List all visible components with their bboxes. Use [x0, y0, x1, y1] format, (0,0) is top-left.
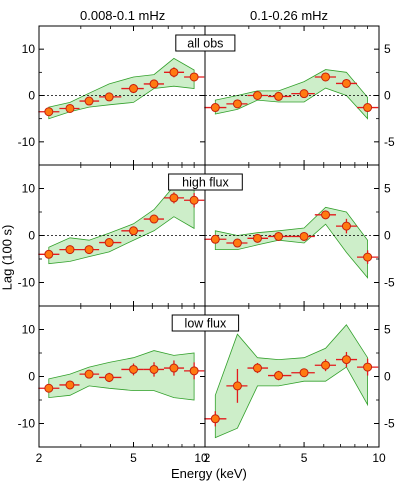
panel-0-1-ytick-label-1: 0 — [384, 89, 391, 103]
panel-1-1-point-4 — [299, 231, 309, 241]
panel-2-0-point-5 — [149, 364, 159, 374]
column-title-high-frequency: 0.1-0.26 mHz — [250, 8, 329, 23]
panel-2-1-label-box — [171, 314, 240, 332]
x-axis-label: Energy (keV) — [171, 466, 247, 481]
panel-1-0-band — [48, 185, 195, 265]
column-title-low-frequency: 0.008-0.1 mHz — [80, 8, 166, 23]
panel-0-1-ytick-label-0: 5 — [384, 42, 391, 56]
panel-2-1-ytick-label-2: -5 — [384, 417, 395, 431]
panel-2-1-ytick-label-1: 0 — [384, 370, 391, 384]
panel-2-0-point-6 — [169, 363, 179, 373]
y-axis-label: Lag (100 s) — [0, 224, 15, 291]
panel-0-0-point-7 — [189, 72, 199, 82]
panel-2-1-label: low flux — [171, 314, 240, 332]
panel-0-1-point-5 — [321, 72, 331, 82]
panel-1-0-point-5 — [149, 214, 159, 224]
panel-0-0-point-0 — [44, 107, 54, 117]
panel-0-1-label: all obs — [175, 34, 236, 52]
panel-2-1-point-0 — [210, 414, 220, 424]
panel-0-1-point-7 — [363, 103, 373, 113]
panel-1-1-point-2 — [252, 233, 262, 243]
panel-0-1-point-3 — [274, 91, 284, 101]
panel-1-1-point-6 — [341, 221, 351, 231]
panel-2-0-ytick-label-2: -10 — [18, 417, 36, 431]
panel-2-0-point-4 — [129, 364, 139, 374]
panel-1-1-ytick-label-1: 0 — [384, 229, 391, 243]
panel-2-0-point-7 — [189, 366, 199, 376]
panel-0-0-ytick-label-0: 10 — [22, 42, 36, 56]
panel-2-0-xtick-label-1: 5 — [130, 451, 137, 465]
panel-2-1-xtick-label-0: 2 — [204, 451, 211, 465]
panel-2-1-band — [214, 324, 369, 439]
panel-2-0-band — [48, 350, 195, 401]
panel-0-1-label-text: all obs — [187, 37, 223, 51]
panel-2-0-xtick-label-2: 10 — [194, 451, 208, 465]
panel-2-0-point-3 — [104, 372, 114, 382]
panel-1-0-point-0 — [44, 249, 54, 259]
panel-1-1-point-5 — [321, 210, 331, 220]
panel-2-1-point-7 — [363, 362, 373, 372]
panel-0-0-point-3 — [104, 92, 114, 102]
panel-0-1-point-2 — [252, 91, 262, 100]
panel-1-1-point-3 — [274, 231, 284, 241]
panel-2-0-ytick-label-0: 10 — [22, 323, 36, 337]
panel-0-1-point-1 — [232, 99, 242, 109]
panel-2-0-point-0 — [44, 383, 54, 393]
panel-2-0-xtick-label-0: 2 — [36, 451, 43, 465]
panel-1-1-label-box — [168, 173, 243, 191]
panel-2-1-xtick-label-1: 5 — [301, 451, 308, 465]
panel-1-1-ytick-label-0: 5 — [384, 182, 391, 196]
panel-2-1-point-5 — [321, 360, 331, 370]
panel-2-1-point-1 — [232, 381, 242, 391]
panel-2-1-xtick-label-2: 10 — [372, 451, 386, 465]
panel-1-0-ytick-label-1: 0 — [28, 229, 35, 243]
panel-2-1-label-text: low flux — [185, 317, 227, 331]
panel-0-0-point-5 — [149, 79, 159, 89]
panel-1-1-ytick-label-2: -5 — [384, 276, 395, 290]
panel-1-0-point-2 — [84, 245, 94, 255]
panel-0-0-point-4 — [129, 84, 139, 94]
panel-0-0-point-1 — [65, 103, 75, 113]
panel-1-0-point-6 — [169, 193, 179, 203]
panel-1-0-point-3 — [104, 238, 114, 248]
panel-0-0-point-6 — [169, 67, 179, 77]
panel-0-1-point-6 — [341, 78, 351, 88]
panel-2-1-point-2 — [252, 363, 262, 373]
panel-2-0-ytick-label-1: 0 — [28, 370, 35, 384]
panel-2-0-point-2 — [84, 369, 94, 379]
panel-1-1-point-0 — [210, 234, 220, 244]
panel-1-1-label-text: high flux — [182, 176, 229, 190]
panel-1-0-point-1 — [65, 245, 75, 255]
panel-1-1-label: high flux — [168, 173, 243, 191]
panel-1-1-point-1 — [232, 238, 242, 248]
panel-2-1-point-4 — [299, 368, 309, 378]
panel-0-1-label-box — [175, 34, 236, 52]
panel-0-0-point-2 — [84, 96, 94, 106]
panel-2-1-point-6 — [341, 355, 351, 365]
panel-0-1-ytick-label-2: -5 — [384, 135, 395, 149]
panel-0-0-ytick-label-2: -10 — [18, 135, 36, 149]
panel-0-1-point-0 — [210, 103, 220, 113]
panel-2-1-point-3 — [274, 371, 284, 381]
panel-1-0-ytick-label-0: 10 — [22, 182, 36, 196]
panel-0-0-ytick-label-1: 0 — [28, 89, 35, 103]
panel-0-1-point-4 — [299, 89, 309, 99]
panel-1-0-point-4 — [129, 226, 139, 236]
panel-1-0-point-7 — [189, 195, 199, 205]
panel-2-1-ytick-label-0: 5 — [384, 323, 391, 337]
panel-1-1-band — [214, 206, 369, 279]
panel-1-1-point-7 — [363, 252, 373, 262]
panel-2-0-point-1 — [65, 380, 75, 390]
panel-1-0-ytick-label-2: -10 — [18, 276, 36, 290]
